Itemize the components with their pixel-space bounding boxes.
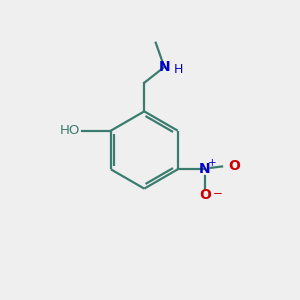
Text: O: O xyxy=(228,160,240,173)
Text: −: − xyxy=(213,187,223,200)
Text: N: N xyxy=(199,162,211,176)
Text: +: + xyxy=(208,158,216,168)
Text: H: H xyxy=(173,63,183,76)
Text: HO: HO xyxy=(60,124,80,137)
Text: O: O xyxy=(199,188,211,202)
Text: N: N xyxy=(158,60,170,74)
